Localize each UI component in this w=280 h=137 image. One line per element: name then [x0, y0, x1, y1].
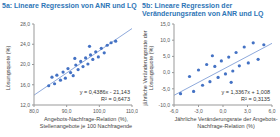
html-text:y = 0,4386x - 21,143: y = 0,4386x - 21,143	[79, 89, 130, 95]
html-text:jährliche Veränderungsrate der: jährliche Veränderungsrate der Lösungsqu…	[140, 29, 153, 106]
html-text:R² = 0,6473: R² = 0,6473	[101, 95, 130, 102]
html-text:y = 1,3367x + 1,008: y = 1,3367x + 1,008	[221, 89, 270, 95]
svg-text:5,0: 5,0	[163, 53, 170, 59]
svg-text:12,0: 12,0	[20, 102, 30, 108]
html-text:Angebots-Nachfrage-Relation (%: Angebots-Nachfrage-Relation (%), Stellen…	[39, 116, 133, 129]
svg-text:-6,0: -6,0	[170, 108, 179, 114]
svg-text:10,0: 10,0	[160, 37, 170, 43]
svg-text:90,0: 90,0	[62, 108, 72, 114]
svg-text:6,0: 6,0	[269, 108, 272, 114]
html-text:5a: Lineare Regression von ANR: 5a: Lineare Regression von ANR und LQ	[2, 2, 137, 9]
html-text:R² = 0,3135: R² = 0,3135	[241, 95, 270, 102]
svg-text:0,0: 0,0	[220, 108, 227, 114]
svg-text:-5,0: -5,0	[161, 86, 170, 92]
svg-text:24,0: 24,0	[20, 41, 30, 47]
svg-text:-3,0: -3,0	[194, 108, 203, 114]
svg-text:28,0: 28,0	[20, 21, 30, 27]
svg-text:110,0: 110,0	[126, 108, 138, 114]
html-text:5b: Lineare Regression der Ver: 5b: Lineare Regression der Veränderungsr…	[142, 2, 264, 17]
svg-text:16,0: 16,0	[20, 82, 30, 88]
svg-text:20,0: 20,0	[20, 61, 30, 67]
html-text:Lösungsquote (%): Lösungsquote (%)	[3, 45, 10, 90]
svg-text:15,0: 15,0	[160, 21, 170, 27]
svg-text:-10,0: -10,0	[159, 102, 171, 108]
svg-text:0,0: 0,0	[163, 69, 170, 75]
svg-text:80,0: 80,0	[29, 108, 39, 114]
html-text:Jährliche Veränderungsrate der: Jährliche Veränderungsrate der Angebots-…	[174, 116, 278, 129]
svg-text:100,0: 100,0	[93, 108, 106, 114]
svg-text:3,0: 3,0	[244, 108, 251, 114]
